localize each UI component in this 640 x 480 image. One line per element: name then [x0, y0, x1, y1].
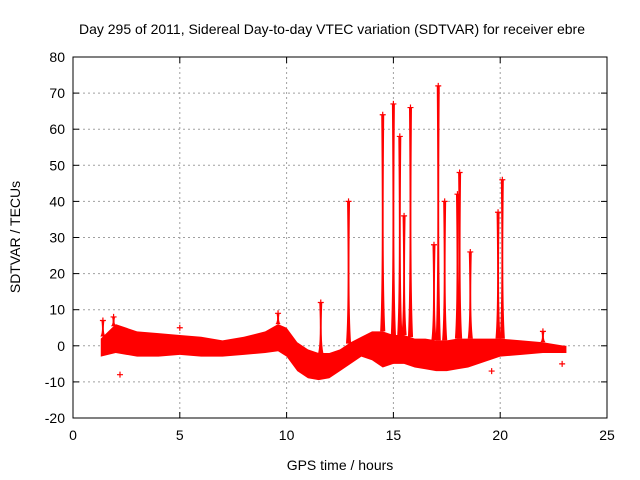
data-point-marker: [390, 100, 397, 107]
data-point-marker: [454, 191, 461, 198]
spike-shape: [380, 114, 386, 332]
y-tick-label: 10: [49, 302, 65, 318]
data-point-marker: [396, 133, 403, 140]
spike-shape: [401, 215, 407, 335]
spike-shape: [111, 316, 117, 327]
data-point-marker: [488, 368, 495, 375]
spike-shape: [407, 107, 414, 338]
data-point-marker: [435, 82, 442, 89]
data-point-marker: [495, 209, 502, 216]
data-point-marker: [110, 313, 117, 320]
spike-shape: [442, 201, 448, 341]
spike-shape: [467, 251, 473, 339]
data-point-marker: [345, 198, 352, 205]
y-tick-label: 60: [49, 121, 65, 137]
x-tick-label: 20: [492, 427, 508, 443]
y-tick-label: 0: [57, 338, 65, 354]
spike-shape: [457, 172, 463, 339]
data-point-marker: [379, 111, 386, 118]
data-point-marker: [499, 176, 506, 183]
data-point-marker: [317, 299, 324, 306]
spike-shape: [100, 320, 106, 337]
data-point-marker: [441, 198, 448, 205]
spike-shape: [431, 244, 437, 341]
x-axis-label: GPS time / hours: [287, 457, 394, 473]
sdtvar-band-area: [100, 324, 567, 381]
spike-shape: [454, 194, 461, 339]
y-tick-label: -20: [45, 410, 65, 426]
data-point-marker: [539, 328, 546, 335]
y-tick-label: 20: [49, 266, 65, 282]
y-tick-label: -10: [45, 374, 65, 390]
data-point-marker: [116, 371, 123, 378]
y-tick-label: 70: [49, 85, 65, 101]
spike-shape: [435, 85, 441, 341]
chart-title: Day 295 of 2011, Sidereal Day-to-day VTE…: [79, 21, 585, 37]
data-band: [100, 85, 567, 381]
y-tick-label: 40: [49, 193, 65, 209]
spike-shape: [345, 201, 352, 344]
x-tick-label: 5: [176, 427, 184, 443]
data-point-marker: [176, 324, 183, 331]
y-tick-label: 80: [49, 49, 65, 65]
spike-shape: [397, 136, 403, 335]
spike-shape: [275, 313, 281, 325]
x-tick-label: 15: [386, 427, 402, 443]
spike-shape: [495, 212, 501, 339]
x-tick-label: 25: [599, 427, 615, 443]
data-point-marker: [559, 360, 566, 367]
data-point-marker: [407, 104, 414, 111]
ticks: -20 -10 0 10 20 30 40 50 60 70 80 0 5 10 15 20 25: [45, 49, 615, 443]
y-tick-label: 30: [49, 230, 65, 246]
spike-shape: [318, 302, 324, 354]
spike-shape: [499, 179, 505, 339]
x-tick-label: 0: [69, 427, 77, 443]
x-tick-label: 10: [279, 427, 295, 443]
y-tick-label: 50: [49, 157, 65, 173]
y-axis-label: SDTVAR / TECUs: [7, 181, 23, 293]
data-point-marker: [456, 169, 463, 176]
data-point-marker: [99, 317, 106, 324]
data-point-marker: [401, 212, 408, 219]
spike-shape: [540, 331, 546, 343]
data-point-marker: [275, 310, 282, 317]
spike-shape: [390, 103, 396, 335]
data-point-marker: [430, 241, 437, 248]
data-points: [99, 82, 566, 378]
data-point-marker: [467, 248, 474, 255]
